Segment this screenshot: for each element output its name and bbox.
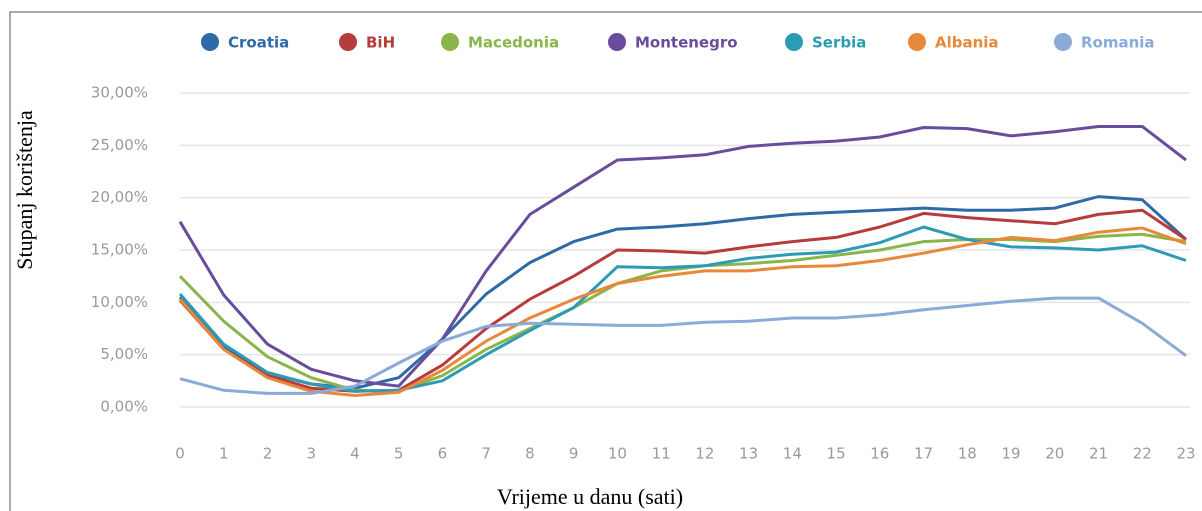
x-tick-label: 18 xyxy=(958,445,977,463)
series-line xyxy=(179,296,1187,395)
x-tick-label: 16 xyxy=(870,445,889,463)
x-tick-label: 12 xyxy=(695,445,714,463)
legend-label: Romania xyxy=(1081,34,1155,52)
x-tick-label: 22 xyxy=(1133,445,1152,463)
y-tick-label: 5,00% xyxy=(100,345,148,363)
x-tick-label: 14 xyxy=(783,445,802,463)
legend-label: Croatia xyxy=(228,34,289,52)
series-line xyxy=(178,225,1187,393)
x-tick-label: 3 xyxy=(306,445,316,463)
x-tick-label: 11 xyxy=(652,445,671,463)
y-tick-label: 10,00% xyxy=(91,293,148,311)
legend-marker xyxy=(441,33,459,51)
legend-label: Albania xyxy=(935,34,999,52)
legend-marker xyxy=(1054,33,1072,51)
x-tick-label: 15 xyxy=(827,445,846,463)
x-tick-label: 1 xyxy=(219,445,229,463)
x-tick-label: 6 xyxy=(438,445,448,463)
x-axis-title: Vrijeme u danu (sati) xyxy=(497,484,683,509)
x-tick-label: 19 xyxy=(1001,445,1020,463)
y-tick-label: 15,00% xyxy=(91,241,148,259)
legend-marker xyxy=(908,33,926,51)
x-tick-label: 23 xyxy=(1176,445,1195,463)
y-axis-title: Stupanj korištenja xyxy=(12,110,37,270)
series-line xyxy=(178,125,1187,388)
legend-marker xyxy=(608,33,626,51)
legend-label: Serbia xyxy=(812,34,866,52)
x-tick-label: 13 xyxy=(739,445,758,463)
x-tick-label: 20 xyxy=(1045,445,1064,463)
series-line xyxy=(178,232,1187,393)
x-tick-label: 21 xyxy=(1089,445,1108,463)
x-tick-label: 17 xyxy=(914,445,933,463)
legend-label: BiH xyxy=(366,34,395,52)
x-tick-label: 4 xyxy=(350,445,360,463)
x-tick-label: 7 xyxy=(481,445,491,463)
legend-label: Macedonia xyxy=(468,34,559,52)
x-tick-label: 0 xyxy=(175,445,185,463)
legend-label: Montenegro xyxy=(635,34,738,52)
x-tick-label: 2 xyxy=(263,445,273,463)
chart-border xyxy=(9,11,1202,511)
y-tick-label: 20,00% xyxy=(91,188,148,206)
x-tick-label: 9 xyxy=(569,445,579,463)
x-tick-label: 10 xyxy=(608,445,627,463)
x-tick-label: 5 xyxy=(394,445,404,463)
y-tick-label: 25,00% xyxy=(91,136,148,154)
series-line xyxy=(178,195,1188,390)
y-tick-label: 30,00% xyxy=(91,84,148,102)
x-tick-label: 8 xyxy=(525,445,535,463)
legend-marker xyxy=(785,33,803,51)
legend-marker xyxy=(201,33,219,51)
y-tick-label: 0,00% xyxy=(100,398,148,416)
series-line xyxy=(178,226,1187,397)
legend-marker xyxy=(339,33,357,51)
